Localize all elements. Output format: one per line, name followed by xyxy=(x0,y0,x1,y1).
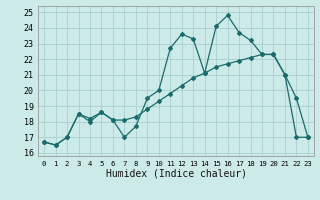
X-axis label: Humidex (Indice chaleur): Humidex (Indice chaleur) xyxy=(106,168,246,178)
